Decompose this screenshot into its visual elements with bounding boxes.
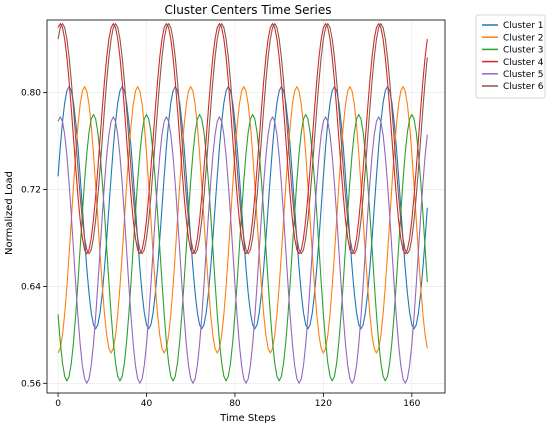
chart-title: Cluster Centers Time Series <box>165 3 332 17</box>
x-axis-ticks: 0 40 80 120 160 <box>55 393 421 409</box>
series-line-cluster-6 <box>57 23 428 255</box>
y-tick-label-0: 0.56 <box>21 379 41 389</box>
series-line-cluster-5 <box>57 116 428 384</box>
legend-box <box>475 14 546 99</box>
x-tick-label-0: 0 <box>55 399 61 409</box>
x-tick-label-2: 80 <box>229 399 241 409</box>
legend-label-3: Cluster 3 <box>503 46 544 56</box>
x-tick-label-1: 40 <box>141 399 153 409</box>
legend-label-1: Cluster 1 <box>503 21 544 31</box>
legend: Cluster 1 Cluster 2 Cluster 3 Cluster 4 Clus… <box>475 14 546 99</box>
legend-label-5: Cluster 5 <box>503 70 544 80</box>
y-axis-ticks: 0.56 0.64 0.72 0.80 <box>21 89 47 389</box>
x-tick-label-3: 120 <box>315 399 332 409</box>
plot-area-frame <box>46 19 446 394</box>
series-lines <box>57 23 428 384</box>
legend-label-2: Cluster 2 <box>503 33 544 43</box>
series-line-cluster-4 <box>57 23 428 255</box>
y-tick-label-1: 0.64 <box>21 282 41 292</box>
legend-label-4: Cluster 4 <box>503 58 544 68</box>
x-tick-label-4: 160 <box>403 399 420 409</box>
y-tick-label-2: 0.72 <box>21 186 41 196</box>
y-axis-label: Normalized Load <box>4 171 15 255</box>
legend-label-6: Cluster 6 <box>503 82 544 92</box>
series-line-cluster-2 <box>57 86 428 354</box>
y-tick-label-3: 0.80 <box>21 89 41 99</box>
series-line-cluster-1 <box>57 86 428 330</box>
x-axis-label: Time Steps <box>219 413 276 424</box>
